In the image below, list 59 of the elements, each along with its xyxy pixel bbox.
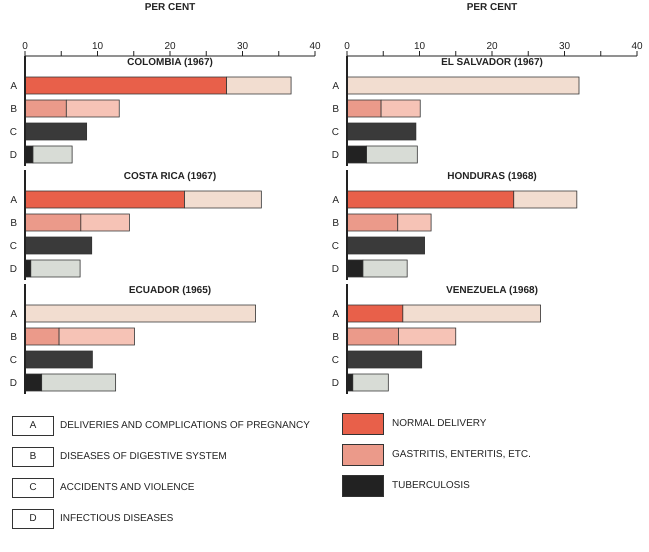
chart-title: COSTA RICA (1967) (122, 171, 218, 182)
y-tick-label: D (10, 264, 17, 276)
x-tick-label: 0 (344, 41, 350, 52)
y-tick-label: D (10, 150, 17, 162)
y-tick-label: A (332, 81, 340, 92)
y-tick-label: D (332, 378, 339, 390)
bar (25, 236, 92, 254)
y-tick-label: C (10, 355, 17, 366)
y-tick-label: C (10, 127, 17, 138)
y-tick-label: C (10, 241, 17, 252)
y-tick-label: A (10, 81, 18, 92)
y-tick-label: D (332, 264, 339, 276)
x-tick-label: 20 (486, 41, 498, 52)
x-tick-label: 40 (631, 41, 643, 52)
y-tick-label: B (10, 218, 18, 230)
legend-label: GASTRITIS, ENTERITIS, ETC. (392, 449, 531, 460)
bar (25, 304, 256, 322)
x-tick-label: 20 (164, 41, 176, 52)
chart-title: COLOMBIA (1967) (126, 57, 214, 68)
y-tick-label: B (10, 332, 18, 344)
legend-label: TUBERCULOSIS (392, 480, 470, 491)
chart-title: EL SALVADOR (1967) (440, 57, 544, 68)
y-tick-label: B (10, 104, 18, 116)
x-axis-title: PER CENT (466, 2, 518, 13)
text: DISEASES OF DIGESTIVE SYSTEM (60, 451, 227, 462)
y-tick-label: A (10, 195, 18, 206)
y-tick-label: C (332, 241, 339, 252)
y-tick-label: D (332, 150, 339, 162)
chart-title: ECUADOR (1965) (128, 285, 212, 296)
y-tick-label: B (332, 332, 340, 344)
bar (347, 350, 422, 368)
y-tick-label: B (332, 218, 340, 230)
bar (25, 350, 93, 368)
bar (347, 122, 416, 140)
y-tick-label: A (332, 195, 340, 206)
y-tick-label: A (332, 309, 340, 320)
text: ACCIDENTS AND VIOLENCE (60, 482, 194, 493)
bar (30, 260, 80, 278)
x-axis-title: PER CENT (144, 2, 196, 13)
bar (347, 236, 425, 254)
text: INFECTIOUS DISEASES (60, 513, 174, 524)
x-tick-label: 0 (22, 41, 28, 52)
y-tick-label: D (10, 378, 17, 390)
x-tick-label: 30 (558, 41, 570, 52)
x-tick-label: 10 (92, 41, 104, 52)
text: DELIVERIES AND COMPLICATIONS OF PREGNANCY (60, 420, 310, 431)
y-tick-label: B (332, 104, 340, 116)
y-tick-label: A (10, 309, 18, 320)
chart-title: HONDURAS (1968) (446, 171, 538, 182)
bar (352, 374, 389, 392)
chart-title: VENEZUELA (1968) (445, 285, 539, 296)
x-tick-label: 40 (309, 41, 321, 52)
x-tick-label: 30 (236, 41, 248, 52)
legend-label: NORMAL DELIVERY (392, 418, 486, 429)
bar (347, 76, 580, 94)
x-tick-label: 10 (414, 41, 426, 52)
y-tick-label: C (332, 355, 339, 366)
y-tick-label: C (332, 127, 339, 138)
bar (25, 122, 88, 140)
